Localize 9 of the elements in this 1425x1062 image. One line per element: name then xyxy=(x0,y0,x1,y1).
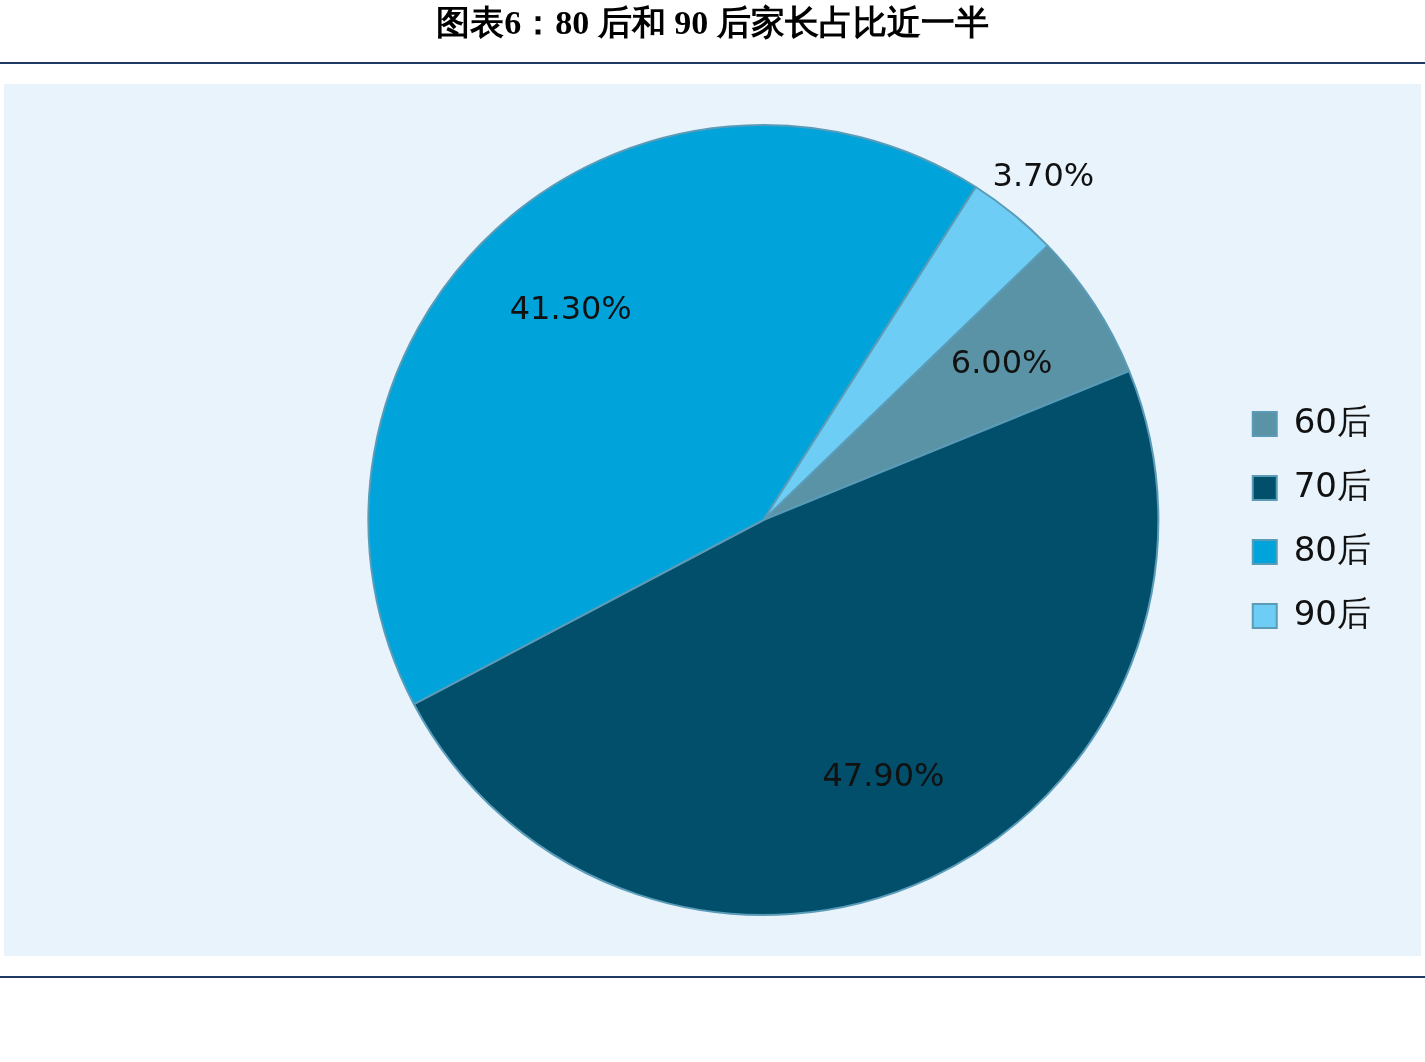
data-label: 47.90% xyxy=(822,756,945,795)
legend-label: 80后 xyxy=(1293,528,1371,569)
chart-title: 图表6：80 后和 90 后家长占比近一半 xyxy=(0,0,1425,64)
data-label: 6.00% xyxy=(950,343,1053,382)
legend-label: 70后 xyxy=(1293,464,1371,505)
data-label: 41.30% xyxy=(509,289,632,328)
data-label: 3.70% xyxy=(992,155,1095,194)
legend-label: 90后 xyxy=(1293,592,1371,633)
legend-label: 60后 xyxy=(1293,400,1371,441)
